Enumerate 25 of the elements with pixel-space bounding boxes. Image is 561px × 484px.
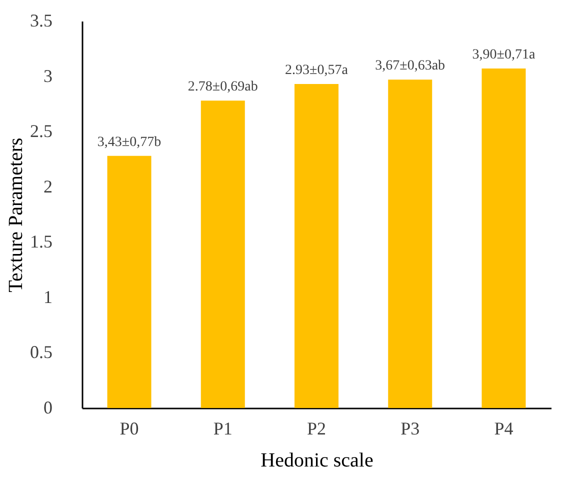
bar xyxy=(388,80,432,408)
bar xyxy=(107,156,152,408)
x-tick-label: P0 xyxy=(120,418,139,438)
y-axis-title: Texture Parameters xyxy=(5,137,27,292)
bar xyxy=(294,84,338,408)
annotation: 3,67±0,63ab xyxy=(375,58,446,74)
y-tick-label: 2.5 xyxy=(30,121,52,142)
y-tick-label: 3 xyxy=(44,66,52,86)
x-tick-label: P3 xyxy=(400,418,420,438)
x-tick-label: P2 xyxy=(306,418,326,438)
y-tick-label: 2 xyxy=(44,176,52,196)
x-tick-label: P4 xyxy=(494,418,514,438)
bar xyxy=(200,100,245,408)
y-tick-label: 3.5 xyxy=(30,10,52,30)
y-tick-label: 0 xyxy=(44,398,52,418)
x-axis-title: Hedonic scale xyxy=(260,450,374,472)
bar xyxy=(482,68,526,408)
y-tick-label: 1 xyxy=(44,286,52,307)
annotation: 2.78±0,69ab xyxy=(188,80,258,95)
annotation: 3,90±0,71a xyxy=(472,48,536,63)
annotation: 3,43±0,77b xyxy=(97,134,162,150)
annotation: 2.93±0,57a xyxy=(285,63,349,78)
y-tick-label: 0.5 xyxy=(30,342,52,362)
y-tick-label: 1.5 xyxy=(30,232,52,252)
x-tick-label: P1 xyxy=(213,418,232,438)
